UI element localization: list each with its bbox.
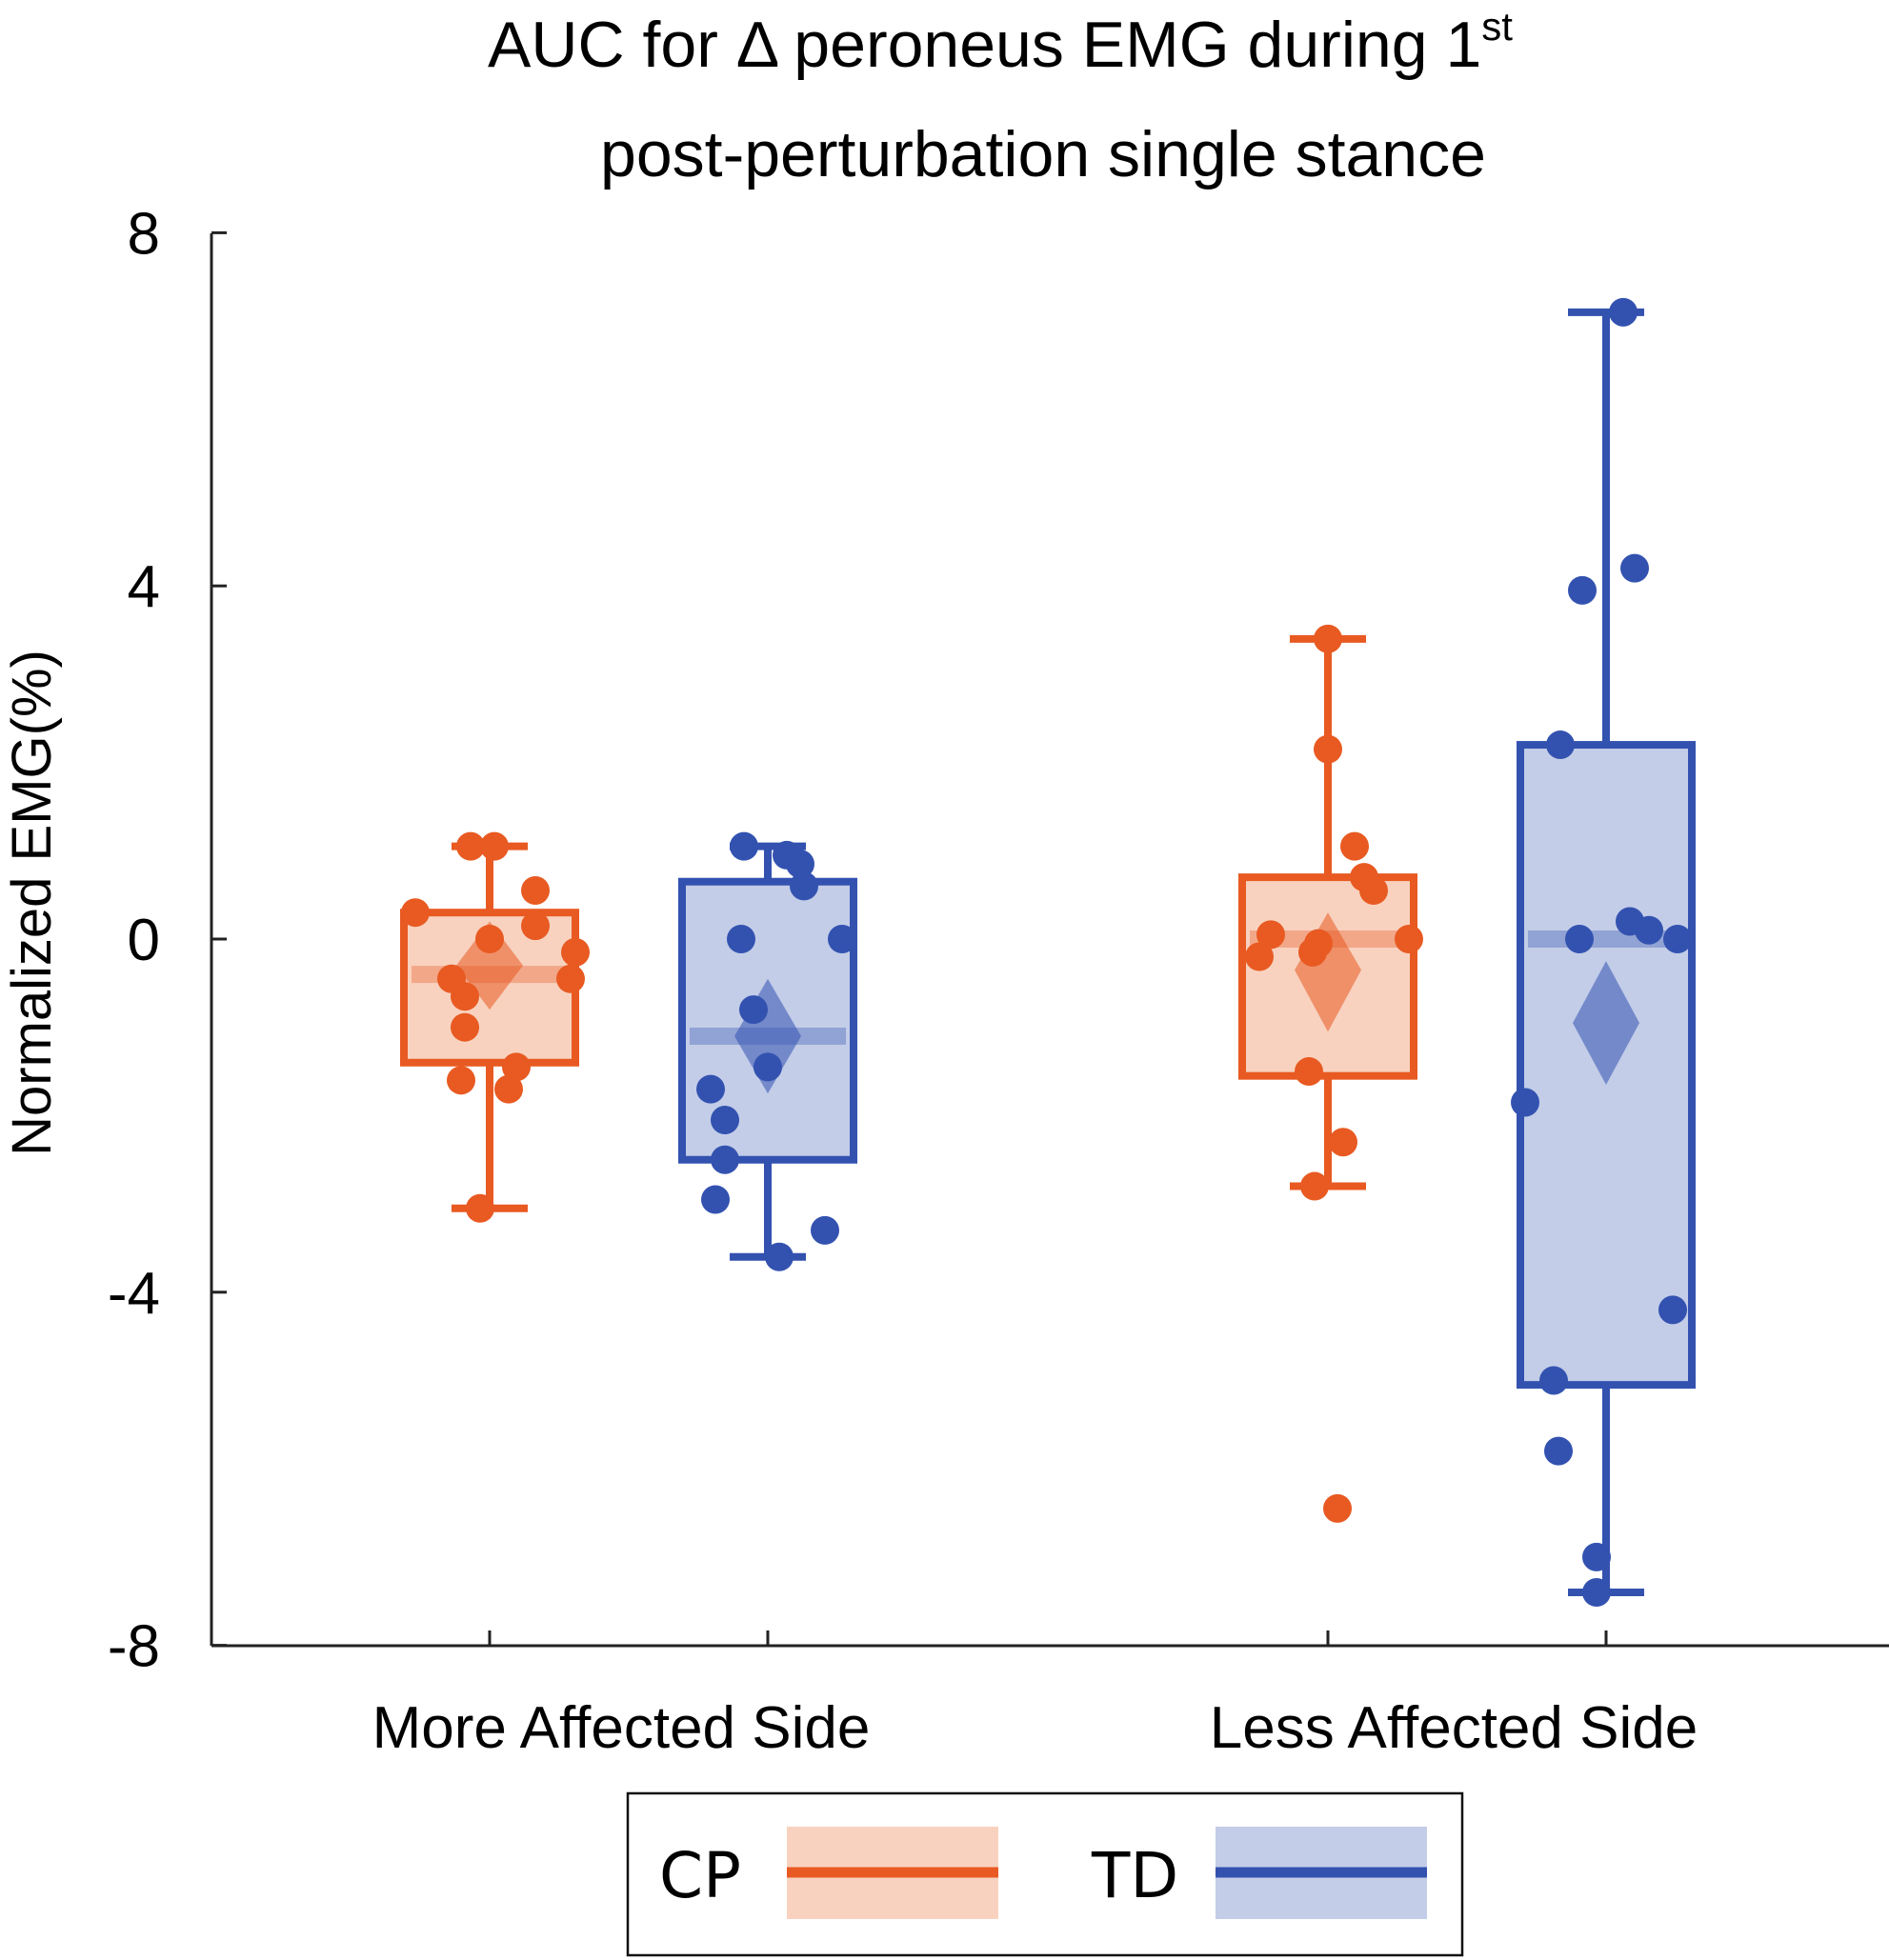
data-point: [1295, 1057, 1323, 1087]
chart-title-superscript: st: [1481, 4, 1513, 49]
data-point: [1256, 920, 1285, 950]
data-point: [1565, 925, 1594, 953]
box-groups: [400, 297, 1696, 1607]
data-point: [1635, 915, 1663, 945]
y-tick-label: -8: [108, 1614, 160, 1680]
data-point: [475, 925, 504, 953]
data-point: [696, 1074, 725, 1104]
data-point: [447, 1066, 475, 1095]
data-point: [561, 937, 590, 967]
data-point: [556, 964, 585, 993]
data-point: [754, 1052, 782, 1082]
data-point: [1245, 942, 1274, 971]
data-point: [828, 925, 856, 953]
data-point: [1314, 734, 1342, 764]
data-point: [1298, 937, 1327, 967]
legend-label-td: TD: [1091, 1839, 1178, 1912]
data-point: [1395, 925, 1423, 953]
data-point: [765, 1242, 794, 1271]
data-point: [1539, 1366, 1568, 1395]
data-point: [521, 911, 550, 941]
data-point: [494, 1074, 523, 1104]
data-point: [1511, 1088, 1539, 1117]
mean-diamond: [1573, 961, 1639, 1085]
data-point: [1663, 925, 1692, 953]
box-group-td-less-affected: [1511, 297, 1696, 1607]
data-point: [711, 1145, 739, 1174]
data-point: [727, 925, 755, 953]
box-group-cp-more-affected: [400, 831, 590, 1223]
data-point: [480, 831, 509, 861]
data-point: [1582, 1542, 1611, 1571]
data-point: [1620, 553, 1649, 583]
data-point: [1582, 1577, 1611, 1607]
category-label-more-affected: More Affected Side: [372, 1695, 871, 1761]
data-point: [811, 1215, 839, 1245]
data-point: [1546, 730, 1575, 760]
data-point: [1544, 1436, 1573, 1466]
data-point: [1329, 1128, 1357, 1157]
y-tick-label: 4: [128, 554, 160, 620]
chart-title-line2: post-perturbation single stance: [600, 118, 1486, 190]
box-group-cp-less-affected: [1238, 624, 1423, 1523]
data-point: [730, 831, 758, 861]
data-point: [1323, 1493, 1352, 1523]
y-tick-label: 8: [128, 201, 160, 267]
data-point: [451, 982, 479, 1011]
data-point: [711, 1106, 739, 1135]
y-axis-label: Normalized EMG(%): [1, 650, 63, 1156]
data-point: [456, 831, 485, 861]
data-point: [1658, 1295, 1687, 1325]
data-point: [1568, 575, 1597, 605]
x-ticks: [488, 1630, 1608, 1646]
box-group-td-more-affected: [678, 831, 857, 1271]
legend-label-cp: CP: [659, 1839, 741, 1912]
data-point: [1609, 297, 1638, 327]
y-tick-label: 0: [128, 908, 160, 973]
data-point: [790, 871, 818, 901]
data-point: [521, 876, 550, 906]
chart-title-line1: AUC for Δ peroneus EMG during 1st: [488, 4, 1513, 81]
data-point: [401, 898, 430, 928]
data-point: [1359, 876, 1388, 906]
data-point: [1300, 1171, 1329, 1201]
data-point: [502, 1052, 531, 1082]
y-ticks: 8 4 0 -4 -8: [108, 201, 227, 1680]
legend: CP TD: [626, 1791, 1464, 1957]
category-label-less-affected: Less Affected Side: [1210, 1695, 1698, 1761]
data-point: [739, 995, 768, 1025]
data-point: [701, 1185, 730, 1214]
data-point: [451, 1012, 479, 1042]
data-point: [1340, 831, 1369, 861]
data-point: [466, 1193, 494, 1223]
data-point: [786, 850, 814, 879]
data-point: [1314, 624, 1342, 653]
y-tick-label: -4: [108, 1261, 160, 1327]
